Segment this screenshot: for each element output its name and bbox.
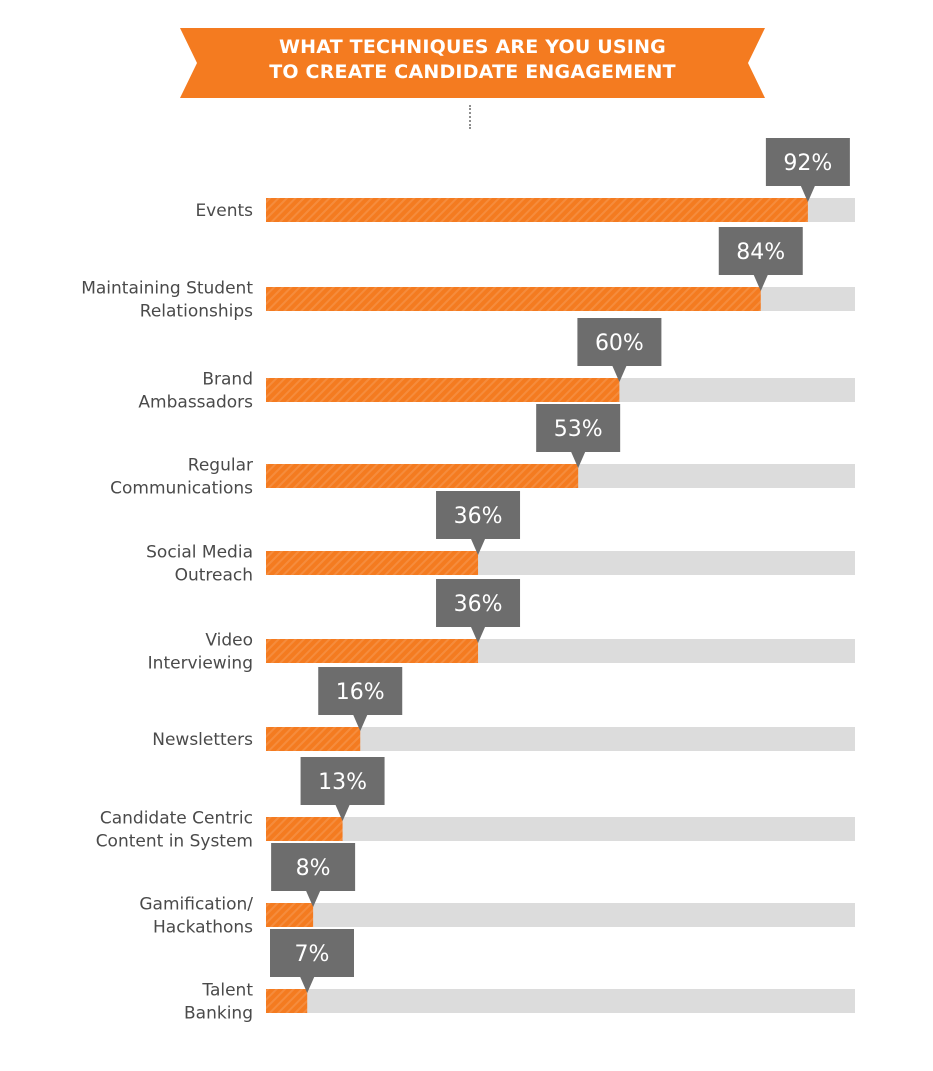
value-callout: [300, 757, 385, 805]
value-callout: [436, 491, 521, 539]
value-label: 16%: [336, 680, 385, 705]
value-label: 84%: [736, 240, 785, 265]
value-label: 8%: [296, 856, 331, 881]
bar-track: [266, 817, 855, 841]
bar-fill: [266, 727, 361, 751]
value-callout: [536, 404, 621, 452]
category-label: Relationships: [140, 302, 253, 322]
bar-row-4: 36% Social Media Outreach: [146, 491, 855, 586]
value-callout: [765, 138, 850, 186]
bar-row-2: 60% Brand Ambassadors: [138, 318, 855, 413]
bar-track: [266, 727, 855, 751]
bar-fill: [266, 287, 761, 311]
value-label: 36%: [454, 592, 503, 617]
value-label: 36%: [454, 504, 503, 529]
category-label: Outreach: [175, 566, 253, 586]
bar-fill: [266, 817, 343, 841]
category-label: Hackathons: [153, 918, 253, 938]
value-callout-pointer: [800, 186, 815, 202]
value-label: 13%: [318, 770, 367, 795]
value-label: 7%: [295, 942, 330, 967]
category-label: Brand: [202, 370, 253, 390]
category-label: Talent: [201, 981, 253, 1001]
bar-row-7: 13% Candidate Centric Content in System: [96, 757, 855, 852]
category-label: Newsletters: [152, 730, 253, 750]
bar-row-6: 16% Newsletters: [152, 667, 855, 751]
bar-fill: [266, 551, 479, 575]
bar-row-9: 7% Talent Banking: [184, 929, 855, 1024]
value-callout-pointer: [300, 977, 315, 993]
category-label: Interviewing: [148, 654, 253, 674]
value-callout-pointer: [335, 805, 350, 821]
bar-row-0: 92% Events: [195, 138, 855, 222]
chart-title-line-2: TO CREATE CANDIDATE ENGAGEMENT: [269, 61, 676, 83]
category-label: Communications: [110, 479, 253, 499]
value-callout-pointer: [471, 539, 486, 555]
category-label: Ambassadors: [138, 393, 253, 413]
category-label: Events: [195, 201, 253, 221]
value-callout: [718, 227, 803, 275]
category-label: Gamification/: [139, 895, 253, 915]
bar-track: [266, 903, 855, 927]
chart-title: WHAT TECHNIQUES ARE YOU USING TO CREATE …: [180, 35, 765, 85]
bar-row-3: 53% Regular Communications: [110, 404, 855, 499]
value-label: 60%: [595, 331, 644, 356]
category-label: Regular: [188, 456, 253, 476]
value-label: 92%: [783, 151, 832, 176]
bar-fill: [266, 903, 314, 927]
value-callout: [270, 929, 354, 977]
category-label: Candidate Centric: [100, 809, 253, 829]
value-callout: [318, 667, 403, 715]
value-callout-pointer: [753, 275, 768, 291]
value-callout: [436, 579, 521, 627]
value-callout-pointer: [612, 366, 627, 382]
bar-row-5: 36% Video Interviewing: [148, 579, 855, 674]
value-callout-pointer: [353, 715, 368, 731]
value-callout-pointer: [306, 891, 321, 907]
bar-row-8: 8% Gamification/Hackathons: [139, 843, 855, 938]
bar-row-1: 84% Maintaining Student Relationships: [81, 227, 855, 322]
category-label: Maintaining Student: [81, 279, 253, 299]
category-label: Video: [205, 631, 253, 651]
banner-ribbon-shape: [180, 28, 765, 98]
bar-fill: [266, 464, 579, 488]
bar-fill: [266, 989, 308, 1013]
bar-fill: [266, 639, 479, 663]
category-label: Social Media: [146, 543, 253, 563]
chart-title-line-1: WHAT TECHNIQUES ARE YOU USING: [279, 36, 666, 58]
category-label: Banking: [184, 1004, 253, 1024]
title-banner: WHAT TECHNIQUES ARE YOU USING TO CREATE …: [180, 28, 765, 98]
value-callout: [577, 318, 662, 366]
value-callout-pointer: [571, 452, 586, 468]
dotted-connector: [469, 105, 471, 129]
category-label: Content in System: [96, 832, 253, 852]
bar-fill: [266, 378, 620, 402]
bar-fill: [266, 198, 808, 222]
value-callout-pointer: [471, 627, 486, 643]
bar-track: [266, 989, 855, 1013]
value-callout: [271, 843, 356, 891]
value-label: 53%: [554, 417, 603, 442]
